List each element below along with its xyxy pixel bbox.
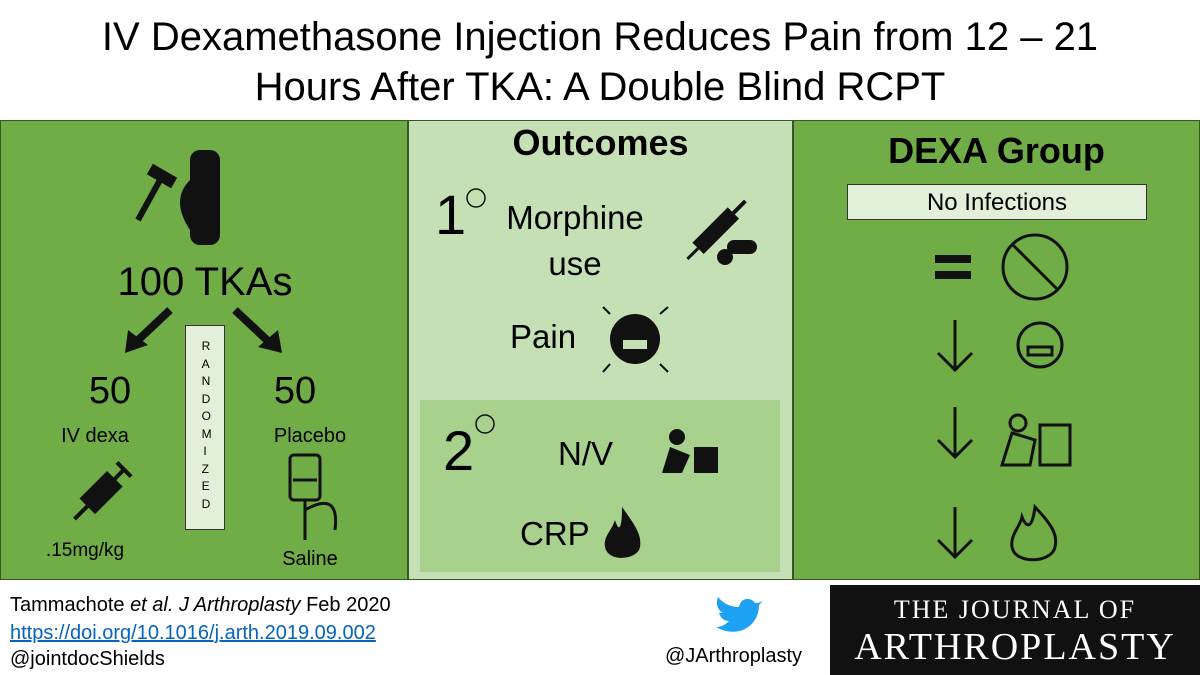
degree-icon xyxy=(475,414,495,434)
outcomes-heading: Outcomes xyxy=(512,122,689,163)
outcome-text: N/V xyxy=(558,435,614,472)
outcome-text: Pain xyxy=(510,318,577,355)
title: IV Dexamethasone Injection Reduces Pain … xyxy=(0,12,1200,112)
journal-handle: @JArthroplasty xyxy=(665,645,803,667)
outcome-text: CRP xyxy=(520,515,590,552)
arm-n: 50 xyxy=(273,370,317,412)
no-infections: No Infections xyxy=(847,184,1147,220)
degree-icon xyxy=(466,188,486,208)
result-icons xyxy=(935,233,1072,562)
knee-hammer-icon xyxy=(135,150,220,245)
citation: Tammachote et al. J Arthroplasty Feb 202… xyxy=(10,594,391,617)
title-line: Hours After TKA: A Double Blind RCPT xyxy=(254,65,946,109)
morphine-icon xyxy=(686,199,757,265)
handle: @jointdocShields xyxy=(10,648,165,670)
group-heading: DEXA Group xyxy=(888,130,1105,171)
logo-line: THE JOURNAL OF xyxy=(893,595,1137,624)
date: Feb 2020 xyxy=(306,594,391,616)
iv-bag-icon xyxy=(288,453,338,540)
nausea-icon xyxy=(662,429,718,473)
arm-detail: .15mg/kg xyxy=(45,540,125,561)
outcome-text: use xyxy=(548,245,602,282)
pain-icon xyxy=(602,306,669,373)
total-tkas: 100 TKAs xyxy=(117,260,293,304)
journal-logo: THE JOURNAL OF ARTHROPLASTY xyxy=(830,585,1200,675)
randomized-label: RANDOMIZED xyxy=(201,339,212,511)
arm-n: 50 xyxy=(88,370,132,412)
outcome-text: Morphine xyxy=(506,199,644,236)
logo-line: ARTHROPLASTY xyxy=(854,626,1176,668)
secondary-box xyxy=(420,400,780,572)
twitter-icon xyxy=(716,597,763,632)
author: Tammachote xyxy=(10,594,125,616)
arm-label: Placebo xyxy=(273,425,347,447)
arrows xyxy=(125,307,282,353)
fire-icon xyxy=(604,507,641,558)
journal: J Arthroplasty xyxy=(178,594,301,616)
arm-detail: Saline xyxy=(282,548,338,570)
title-line: IV Dexamethasone Injection Reduces Pain … xyxy=(101,15,1099,59)
randomized-box: RANDOMIZED xyxy=(185,325,225,530)
primary-outcome: Morphine use xyxy=(490,195,660,287)
etal: et al. xyxy=(130,594,174,616)
syringe-icon xyxy=(73,461,133,521)
primary-number: 1 xyxy=(435,183,467,246)
doi-link[interactable]: https://doi.org/10.1016/j.arth.2019.09.0… xyxy=(10,622,376,644)
secondary-number: 2 xyxy=(443,419,475,482)
arm-label: IV dexa xyxy=(61,425,129,447)
